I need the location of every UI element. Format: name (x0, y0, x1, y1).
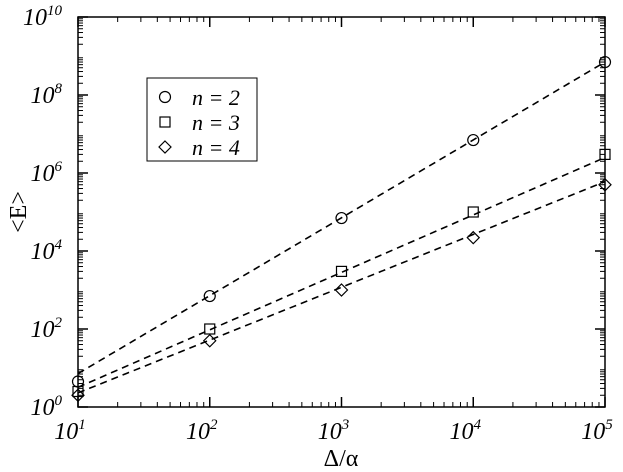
fit-line-3 (77, 156, 606, 389)
fit-lines (77, 61, 606, 394)
x-axis-label: Δ/α (324, 446, 359, 472)
data-point (467, 206, 479, 218)
x-tick-label: 102 (186, 417, 218, 445)
y-tick-label: 104 (31, 237, 63, 265)
fit-line-4 (77, 180, 606, 394)
data-point (467, 133, 480, 147)
legend-marker (158, 140, 172, 154)
y-tick-label: 106 (31, 159, 63, 187)
data-point (202, 333, 217, 348)
legend: n = 2n = 3n = 4 (146, 77, 258, 162)
legend-items: n = 2n = 3n = 4 (158, 85, 240, 160)
y-axis-label: <E> (6, 191, 32, 233)
y-tick-label: 1010 (23, 3, 63, 31)
y-tick-label: 108 (31, 81, 63, 109)
legend-marker (159, 116, 171, 128)
data-point (335, 265, 348, 277)
x-tick-label: 104 (450, 417, 482, 445)
data-markers (71, 55, 612, 403)
ticks-layer (77, 16, 606, 408)
data-point (334, 283, 349, 297)
x-tick-label: 105 (581, 417, 613, 445)
data-point (599, 148, 611, 160)
fit-line-2 (77, 61, 606, 375)
legend-label: n = 3 (192, 110, 240, 135)
data-point (203, 289, 216, 303)
data-point (598, 177, 612, 192)
y-tick-label: 100 (31, 393, 63, 421)
data-point (72, 385, 84, 398)
x-tick-label: 103 (318, 417, 350, 445)
y-tick-label: 102 (31, 315, 63, 343)
legend-label: n = 4 (192, 135, 240, 160)
data-point (598, 55, 612, 69)
data-point (335, 211, 348, 225)
legend-label: n = 2 (192, 85, 240, 110)
x-tick-label: 101 (54, 417, 86, 445)
data-point (71, 388, 85, 403)
legend-marker (158, 90, 172, 104)
data-point (466, 230, 481, 245)
